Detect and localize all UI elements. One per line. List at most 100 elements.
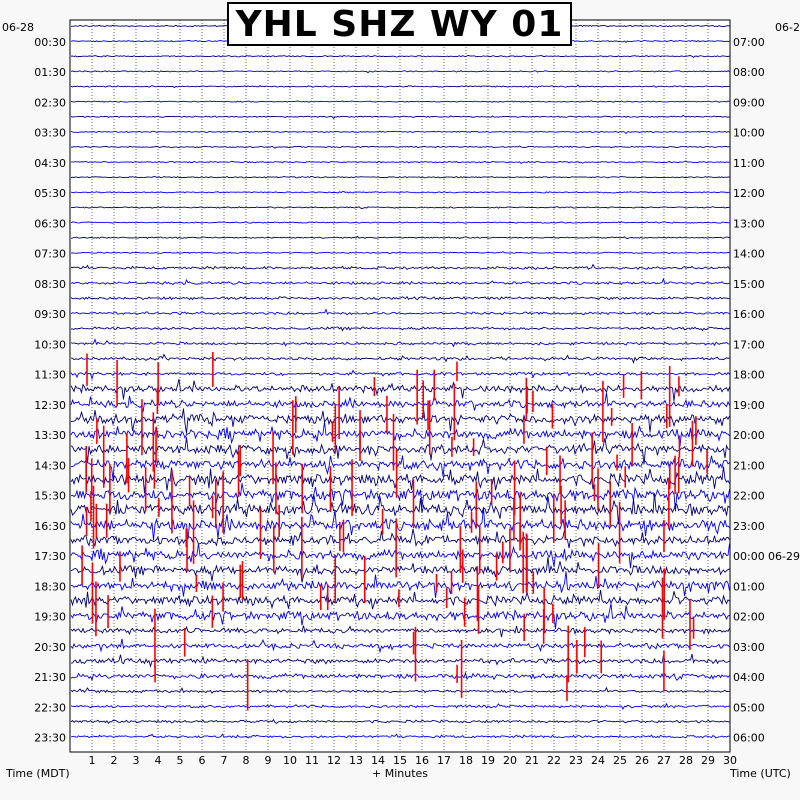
clipped-peaks	[81, 351, 708, 711]
trace-line	[70, 556, 730, 583]
right-date-change-label: 06-29	[768, 550, 800, 563]
left-hour-label: 10:30	[34, 338, 66, 351]
x-tick-label: 15	[393, 754, 407, 767]
right-hour-label: 22:00	[733, 490, 765, 503]
x-tick-label: 26	[635, 754, 649, 767]
left-hour-label: 02:30	[34, 96, 66, 109]
left-hour-label: 13:30	[34, 429, 66, 442]
x-tick-label: 10	[283, 754, 297, 767]
right-axis-label: Time (UTC)	[729, 767, 791, 780]
left-hour-label: 07:30	[34, 248, 66, 261]
right-hour-label: 04:00	[733, 671, 765, 684]
right-hour-label: 13:00	[733, 217, 765, 230]
trace-line	[70, 408, 730, 434]
x-tick-label: 27	[657, 754, 671, 767]
right-date-label: 06-28	[775, 21, 800, 34]
trace-line	[70, 589, 730, 610]
x-tick-label: 29	[701, 754, 715, 767]
trace-line	[70, 437, 730, 465]
right-hour-label: 11:00	[733, 157, 765, 170]
left-time-labels: 00:30 01:30 02:30 03:30 04:30 05:30 06:30 07:30…	[34, 36, 66, 745]
trace-line	[70, 718, 730, 725]
trace-line	[70, 369, 730, 381]
trace-line	[70, 702, 730, 710]
left-date-label: 06-28	[2, 21, 34, 34]
x-tick-label: 4	[155, 754, 162, 767]
right-hour-label: 20:00	[733, 429, 765, 442]
x-tick-label: 23	[569, 754, 583, 767]
x-tick-label: 8	[243, 754, 250, 767]
trace-line	[70, 130, 730, 135]
left-hour-label: 09:30	[34, 308, 66, 321]
trace-line	[71, 206, 730, 210]
x-tick-label: 6	[199, 754, 206, 767]
left-hour-label: 22:30	[34, 701, 66, 714]
right-hour-label: 01:00	[733, 580, 765, 593]
right-hour-label: 06:00	[733, 732, 765, 745]
trace-line	[70, 308, 730, 316]
right-hour-label: 23:00	[733, 520, 765, 533]
trace-line	[70, 277, 730, 286]
x-tick-label: 16	[415, 754, 429, 767]
chart-title-box: YHL SHZ WY 01	[227, 2, 572, 46]
right-hour-label: 15:00	[733, 278, 765, 291]
trace-line	[70, 114, 730, 119]
trace-line	[71, 160, 730, 164]
x-axis-label: + Minutes	[372, 767, 428, 780]
trace-line	[70, 326, 730, 332]
x-tick-label: 30	[723, 754, 737, 767]
left-hour-label: 01:30	[34, 66, 66, 79]
x-tick-label: 24	[591, 754, 605, 767]
left-hour-label: 06:30	[34, 217, 66, 230]
right-hour-label: 17:00	[733, 338, 765, 351]
left-hour-label: 23:30	[34, 732, 66, 745]
trace-line	[70, 421, 730, 447]
x-tick-labels: 1 2 3 4 5 6 7 8 9 10 11 12 13 14 15 16 17 18 19 20 21 22 23 24 2…	[89, 754, 738, 767]
trace-line	[70, 638, 730, 654]
x-tick-label: 5	[177, 754, 184, 767]
right-hour-label: 03:00	[733, 641, 765, 654]
trace-line	[70, 378, 730, 401]
left-hour-label: 08:30	[34, 278, 66, 291]
left-hour-label: 21:30	[34, 671, 66, 684]
trace-line	[70, 686, 730, 694]
left-hour-label: 05:30	[34, 187, 66, 200]
trace-line	[70, 603, 730, 630]
x-tick-label: 28	[679, 754, 693, 767]
left-hour-label: 12:30	[34, 399, 66, 412]
x-tick-label: 7	[221, 754, 228, 767]
right-time-labels: 07:00 08:00 09:00 10:00 11:00 12:00 13:00 14:00…	[733, 36, 800, 745]
x-tick-label: 11	[305, 754, 319, 767]
trace-line	[70, 235, 730, 240]
x-tick-label: 18	[459, 754, 473, 767]
trace-line	[70, 733, 730, 739]
right-hour-label: 12:00	[733, 187, 765, 200]
trace-line	[70, 295, 730, 301]
x-tick-label: 25	[613, 754, 627, 767]
right-hour-label: 05:00	[733, 701, 765, 714]
trace-line	[70, 54, 730, 58]
trace-line	[70, 100, 730, 103]
trace-line	[70, 653, 730, 668]
x-tick-label: 9	[265, 754, 272, 767]
x-tick-label: 1	[89, 754, 96, 767]
right-hour-label: 00:00	[733, 550, 765, 563]
left-axis-label: Time (MDT)	[5, 767, 70, 780]
left-hour-label: 18:30	[34, 580, 66, 593]
x-tick-label: 2	[111, 754, 118, 767]
x-tick-label: 14	[371, 754, 385, 767]
trace-line	[70, 392, 730, 413]
trace-line	[70, 70, 730, 74]
right-hour-label: 14:00	[733, 248, 765, 261]
x-tick-label: 12	[327, 754, 341, 767]
seismic-traces	[70, 24, 730, 739]
trace-line	[70, 466, 730, 494]
x-tick-label: 17	[437, 754, 451, 767]
trace-line	[70, 263, 730, 271]
trace-line	[70, 571, 730, 598]
x-tick-label: 20	[503, 754, 517, 767]
right-hour-label: 02:00	[733, 611, 765, 624]
right-hour-label: 16:00	[733, 308, 765, 321]
left-hour-label: 17:30	[34, 550, 66, 563]
right-hour-label: 21:00	[733, 459, 765, 472]
